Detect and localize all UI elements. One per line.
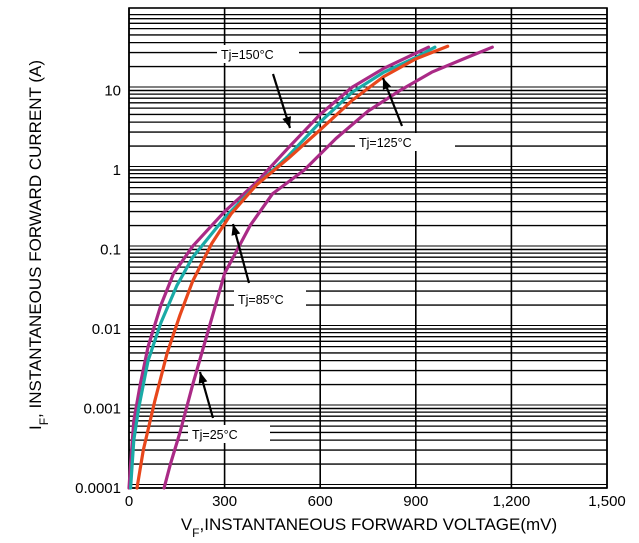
annotation-1: Tj=150°C [217, 45, 299, 129]
x-tick-label: 0 [125, 493, 133, 510]
annotation-arrowhead [198, 372, 208, 384]
y-tick-label: 0.001 [83, 401, 121, 418]
y-tick-label: 0.1 [100, 242, 121, 259]
y-tick-label: 1 [113, 162, 121, 179]
annotation-arrowhead [282, 116, 291, 128]
x-tick-label: 1,500 [588, 493, 626, 510]
chart-tick-labels: 0 300 600 900 1,200 1,500 0.0001 0.001 0.01 0.1 1 1… [75, 83, 626, 511]
series-line-4 [162, 45, 494, 490]
annotation-label: Tj=85°C [238, 293, 284, 307]
annotation-arrowhead [382, 78, 392, 90]
annotation-3: Tj=85°C [231, 223, 306, 308]
series-line-3 [135, 44, 450, 490]
x-tick-label: 1,200 [493, 493, 531, 510]
annotation-label: Tj=125°C [359, 136, 412, 150]
annotation-label: Tj=150°C [221, 48, 274, 62]
y-tick-label: 10 [104, 83, 121, 100]
x-axis-label: VF,INSTANTANEOUS FORWARD VOLTAGE(mV) [181, 515, 557, 540]
y-axis-label: IF, INSTANTANEOUS FORWARD CURRENT (A) [26, 60, 51, 430]
series-line-1 [127, 45, 431, 490]
y-tick-label: 0.01 [92, 321, 121, 338]
annotation-box [355, 133, 455, 151]
y-tick-label: 0.0001 [75, 480, 121, 497]
series-line-2 [129, 45, 437, 490]
chart-annotations: Tj=150°C Tj=125°C Tj=85°C Tj=25°C [188, 45, 455, 443]
plot-frame [128, 7, 608, 489]
annotation-arrowhead [231, 224, 241, 236]
chart-grid [128, 7, 608, 489]
chart-series [127, 44, 494, 490]
annotation-box [188, 425, 270, 443]
annotation-box [217, 45, 299, 63]
x-tick-label: 300 [212, 493, 237, 510]
annotation-2: Tj=125°C [355, 77, 455, 151]
x-tick-label: 600 [308, 493, 333, 510]
annotation-4: Tj=25°C [188, 371, 270, 443]
annotation-box [234, 290, 306, 308]
annotation-label: Tj=25°C [192, 428, 238, 442]
x-tick-label: 900 [403, 493, 428, 510]
